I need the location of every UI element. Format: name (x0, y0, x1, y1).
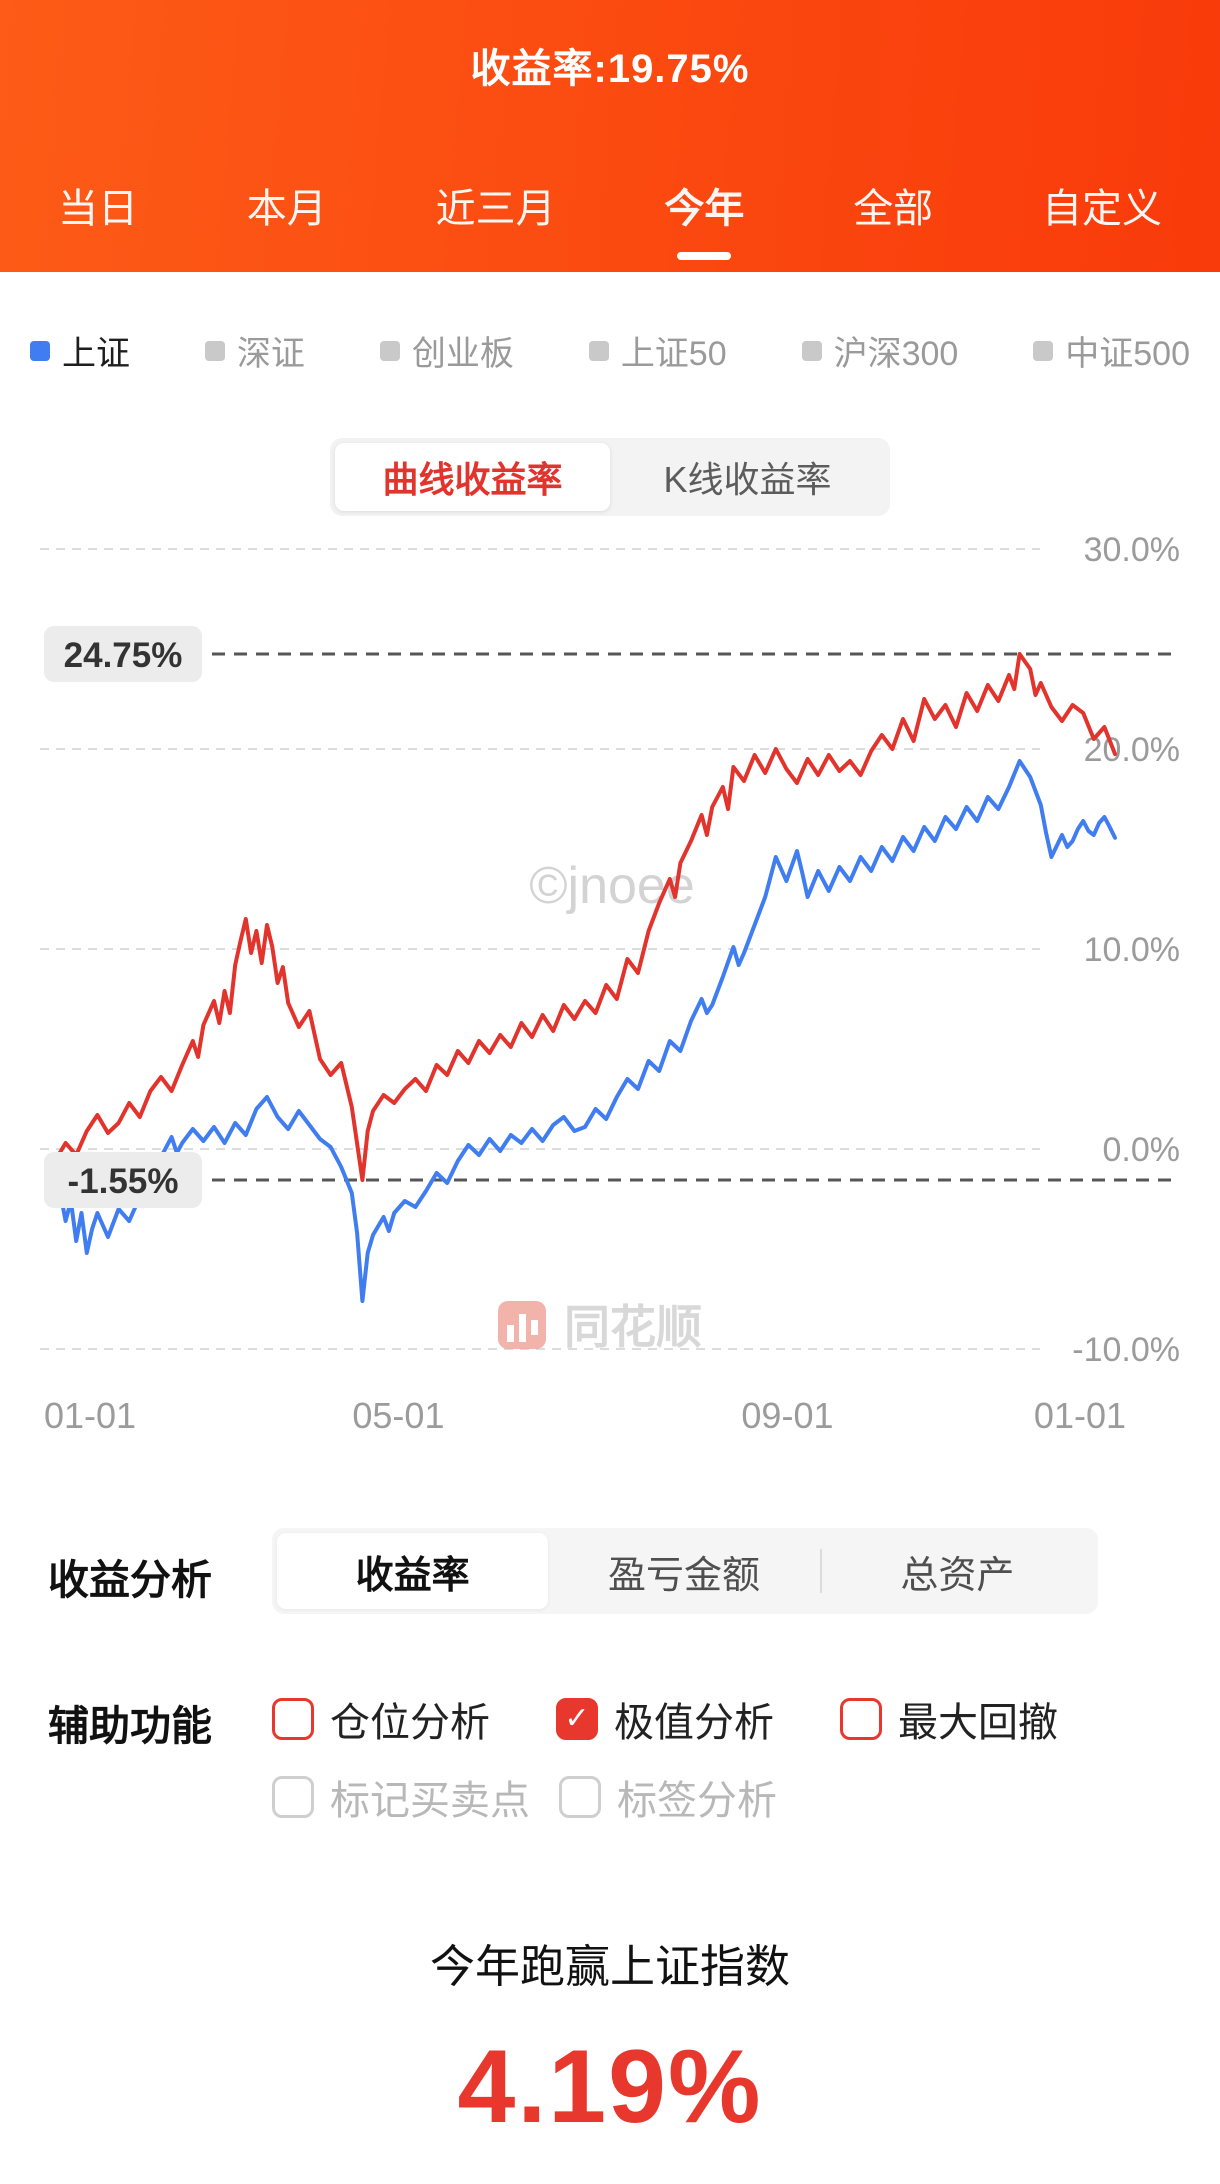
checkbox-icon: ✓ (840, 1698, 882, 1740)
legend-label: 上证 (62, 335, 130, 373)
legend-label: 中证500 (1065, 335, 1190, 373)
check-icon: ✓ (564, 1702, 590, 1735)
legend-swatch (204, 340, 225, 361)
tab-return-rate[interactable]: 收益率 (277, 1533, 549, 1609)
checkbox-label: 最大回撤 (898, 1701, 1058, 1745)
analysis-tabs: 收益率 盈亏金额 总资产 (272, 1528, 1098, 1614)
checkbox-icon: ✓ (272, 1776, 314, 1818)
svg-text:05-01: 05-01 (352, 1395, 444, 1436)
legend-item-sse50[interactable]: 上证50 (588, 326, 727, 375)
legend-swatch (30, 340, 50, 361)
chart-type-toggle: 曲线收益率 K线收益率 (330, 438, 890, 516)
toggle-curve-return[interactable]: 曲线收益率 (335, 443, 610, 511)
legend-swatch (1033, 340, 1054, 361)
checkbox-label: 标记买卖点 (330, 1779, 530, 1823)
legend-swatch (588, 340, 609, 361)
checkbox-label: 标签分析 (617, 1779, 777, 1823)
tab-all[interactable]: 全部 (853, 187, 934, 231)
legend-label: 沪深300 (833, 335, 959, 373)
outperform-value: 4.19% (457, 2029, 763, 2145)
checkbox-max-drawdown[interactable]: ✓ 最大回撤 (840, 1690, 1058, 1748)
legend-item-szse[interactable]: 深证 (204, 326, 305, 375)
checkbox-icon: ✓ (559, 1776, 601, 1818)
aux-section-label: 辅助功能 (48, 1703, 212, 1749)
tab-this-year[interactable]: 今年 (664, 176, 744, 262)
svg-text:10.0%: 10.0% (1084, 931, 1180, 969)
svg-text:-1.55%: -1.55% (68, 1162, 179, 1201)
chart-canvas[interactable]: 30.0%20.0%10.0%0.0%-10.0%©jnoee 同花顺 24.7… (0, 526, 1220, 1455)
tab-profit-amount[interactable]: 盈亏金额 (607, 1554, 760, 1597)
legend-swatch (379, 340, 400, 361)
aux-options-row-1: ✓ 仓位分析 ✓ 极值分析 ✓ 最大回撤 (272, 1690, 1058, 1748)
checkbox-position-analysis[interactable]: ✓ 仓位分析 (272, 1690, 490, 1748)
legend-item-sse[interactable]: 上证 (30, 326, 130, 375)
aux-options-row-2: ✓ 标记买卖点 ✓ 标签分析 (272, 1768, 777, 1826)
period-tabs: 当日 本月 近三月 今年 全部 自定义 (0, 176, 1220, 262)
tab-3-months[interactable]: 近三月 (435, 187, 556, 231)
svg-text:24.75%: 24.75% (64, 636, 183, 675)
tab-today[interactable]: 当日 (58, 187, 138, 231)
checkbox-icon: ✓ (272, 1698, 314, 1740)
svg-text:0.0%: 0.0% (1103, 1131, 1181, 1169)
checkbox-label: 极值分析 (614, 1701, 774, 1745)
legend-swatch (801, 340, 822, 361)
header: 收益率:19.75% 当日 本月 近三月 今年 全部 自定义 (0, 0, 1220, 272)
legend-label: 创业板 (411, 335, 514, 373)
svg-text:-10.0%: -10.0% (1072, 1331, 1180, 1369)
divider (819, 1549, 822, 1593)
svg-text:20.0%: 20.0% (1084, 731, 1180, 769)
checkbox-label: 仓位分析 (330, 1701, 490, 1745)
svg-text:09-01: 09-01 (741, 1395, 833, 1436)
checkbox-tag-analysis[interactable]: ✓ 标签分析 (559, 1768, 777, 1826)
tab-this-month[interactable]: 本月 (246, 187, 327, 231)
toggle-kline-return[interactable]: K线收益率 (663, 459, 832, 500)
svg-text:同花顺: 同花顺 (564, 1301, 702, 1353)
legend-item-chinext[interactable]: 创业板 (379, 326, 514, 375)
legend-label: 上证50 (620, 335, 727, 373)
tab-custom[interactable]: 自定义 (1041, 187, 1162, 231)
tab-total-assets[interactable]: 总资产 (900, 1554, 1015, 1597)
returns-line-chart[interactable]: 30.0% 20.0% 10.0% 0.0% -10.0% ©jnoee 同花顺 24.7… (0, 526, 1220, 1455)
legend-item-csi300[interactable]: 沪深300 (801, 326, 959, 375)
legend-item-csi500[interactable]: 中证500 (1033, 326, 1190, 375)
index-legend: 上证 深证 创业板 上证50 沪深300 中证500 (0, 326, 1220, 375)
page-title: 收益率:19.75% (470, 47, 750, 91)
checkbox-mark-trades[interactable]: ✓ 标记买卖点 (272, 1768, 530, 1826)
analysis-section-label: 收益分析 (48, 1557, 212, 1603)
svg-text:30.0%: 30.0% (1084, 535, 1180, 569)
outperform-caption: 今年跑赢上证指数 (429, 1941, 790, 1992)
checkbox-extreme-analysis[interactable]: ✓ 极值分析 (556, 1690, 774, 1748)
svg-text:01-01: 01-01 (44, 1395, 136, 1436)
checkbox-icon: ✓ (556, 1698, 598, 1740)
svg-text:01-01: 01-01 (1034, 1395, 1126, 1436)
legend-label: 深证 (236, 335, 305, 373)
